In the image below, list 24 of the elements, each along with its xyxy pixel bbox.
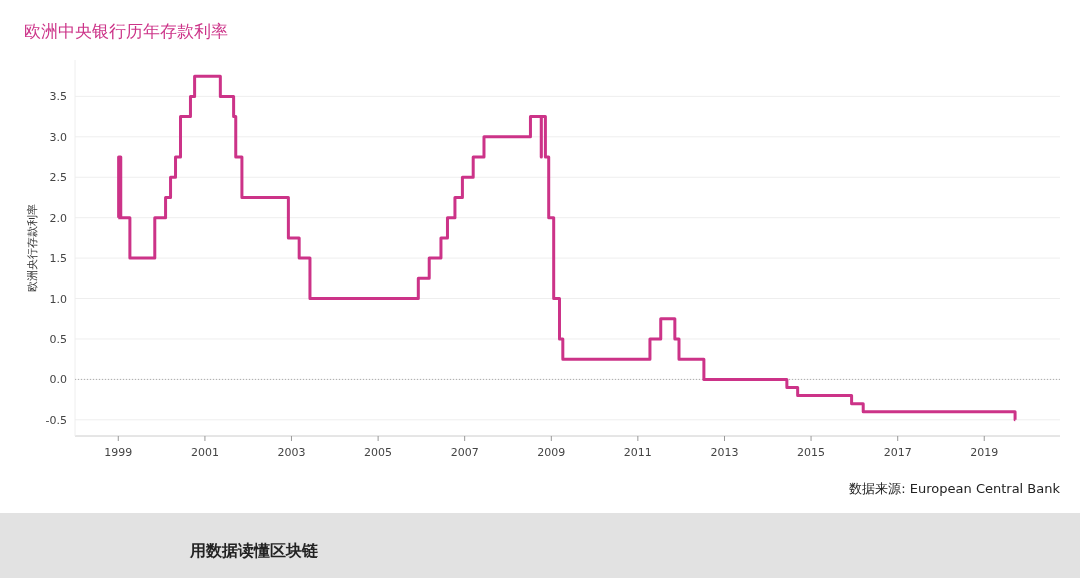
y-tick-label: 2.5 bbox=[49, 171, 67, 185]
x-tick-label: 2009 bbox=[537, 446, 566, 459]
y-tick-label: 2.0 bbox=[49, 211, 67, 225]
y-tick-label: 1.5 bbox=[49, 252, 67, 266]
x-tick-label: 2001 bbox=[190, 446, 219, 459]
x-tick-label: 2003 bbox=[277, 446, 306, 459]
y-tick-label: 3.5 bbox=[49, 90, 67, 104]
y-tick-label: -0.5 bbox=[45, 413, 67, 427]
y-tick-label: 0.0 bbox=[49, 373, 67, 387]
x-tick-label: 2011 bbox=[623, 446, 652, 459]
y-tick-label: 1.0 bbox=[49, 292, 67, 306]
x-tick-label: 2007 bbox=[450, 446, 479, 459]
x-tick-label: 2013 bbox=[710, 446, 739, 459]
y-tick-label: 0.5 bbox=[49, 332, 67, 346]
x-tick-label: 1999 bbox=[104, 446, 133, 459]
text: 用数据读懂区块链 bbox=[189, 541, 319, 560]
y-axis-title: 欧洲央行存款利率 bbox=[26, 204, 39, 292]
x-tick-label: 2005 bbox=[364, 446, 393, 459]
x-tick-label: 2015 bbox=[797, 446, 826, 459]
source-note: 数据来源: European Central Bank bbox=[849, 481, 1061, 496]
x-tick-label: 2019 bbox=[970, 446, 999, 459]
x-tick-label: 2017 bbox=[883, 446, 912, 459]
y-tick-label: 3.0 bbox=[49, 130, 67, 144]
chart-title: 欧洲中央银行历年存款利率 bbox=[24, 21, 228, 41]
